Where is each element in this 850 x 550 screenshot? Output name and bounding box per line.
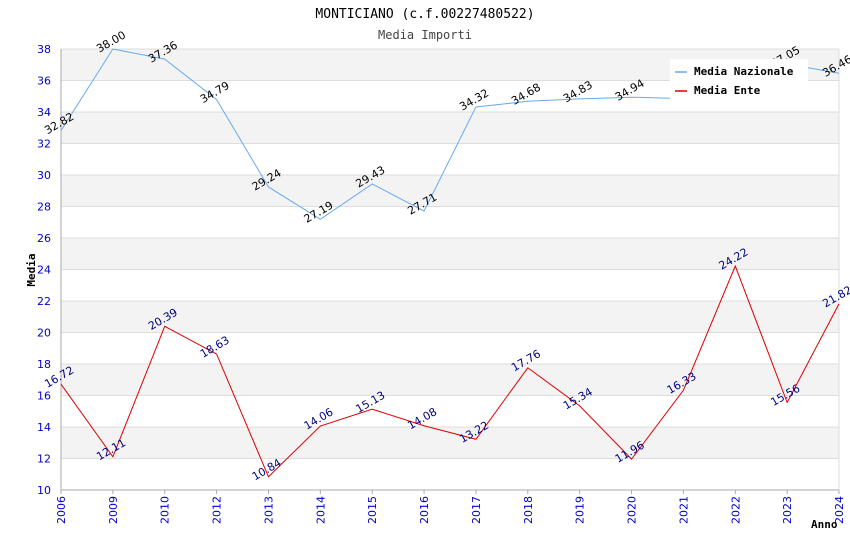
grid-band bbox=[61, 364, 839, 396]
x-tick-label: 2023 bbox=[781, 496, 794, 524]
x-axis: 2006 2009 2010 2012 2013 2014 2015 2016 2017 2018… bbox=[55, 489, 846, 524]
grid-band bbox=[61, 458, 839, 490]
x-tick-label: 2022 bbox=[729, 496, 742, 524]
x-tick-label: 2009 bbox=[107, 496, 120, 524]
y-tick-label: 32 bbox=[37, 138, 51, 151]
y-tick-label: 34 bbox=[37, 106, 51, 119]
grid-band bbox=[61, 112, 839, 144]
grid-band bbox=[61, 269, 839, 301]
x-tick-label: 2015 bbox=[366, 496, 379, 524]
x-tick-label: 2014 bbox=[314, 496, 327, 524]
y-tick-label: 20 bbox=[37, 327, 51, 340]
legend-label-ente: Media Ente bbox=[694, 84, 761, 97]
y-axis-label: Media bbox=[25, 253, 38, 286]
y-tick-label: 16 bbox=[37, 390, 51, 403]
x-tick-label: 2006 bbox=[55, 496, 68, 524]
chart-title: MONTICIANO (c.f.00227480522) bbox=[315, 7, 534, 22]
y-tick-label: 22 bbox=[37, 295, 51, 308]
x-tick-label: 2010 bbox=[159, 496, 172, 524]
x-axis-label: Anno bbox=[811, 518, 838, 531]
grid-band bbox=[61, 206, 839, 238]
x-tick-label: 2012 bbox=[211, 496, 224, 524]
x-tick-label: 2021 bbox=[677, 496, 690, 524]
x-tick-label: 2024 bbox=[833, 496, 846, 524]
y-tick-label: 38 bbox=[37, 43, 51, 56]
chart-subtitle: Media Importi bbox=[378, 28, 472, 42]
x-tick-label: 2016 bbox=[418, 496, 431, 524]
y-tick-label: 18 bbox=[37, 358, 51, 371]
x-tick-label: 2017 bbox=[470, 496, 483, 524]
series-line-ente bbox=[60, 264, 840, 478]
x-tick-label: 2019 bbox=[574, 496, 587, 524]
grid-band bbox=[61, 175, 839, 207]
y-tick-label: 26 bbox=[37, 232, 51, 245]
legend-label-nazionale: Media Nazionale bbox=[694, 65, 794, 78]
grid-bands bbox=[61, 48, 840, 491]
grid-band bbox=[61, 427, 839, 459]
grid-band bbox=[61, 395, 839, 427]
y-tick-label: 10 bbox=[37, 484, 51, 497]
x-tick-label: 2018 bbox=[522, 496, 535, 524]
x-tick-label: 2013 bbox=[262, 496, 275, 524]
y-tick-label: 30 bbox=[37, 169, 51, 182]
y-tick-label: 14 bbox=[37, 421, 51, 434]
legend-background bbox=[670, 59, 808, 101]
grid-band bbox=[61, 238, 839, 270]
legend: Media Nazionale Media Ente bbox=[670, 59, 808, 101]
y-tick-label: 12 bbox=[37, 453, 51, 466]
y-tick-label: 28 bbox=[37, 201, 51, 214]
grid-band bbox=[61, 332, 839, 364]
x-tick-label: 2020 bbox=[626, 496, 639, 524]
y-tick-label: 36 bbox=[37, 75, 51, 88]
y-tick-label: 24 bbox=[37, 264, 51, 277]
y-axis: 10 12 14 16 18 20 22 24 26 28 30 32 34 36 38 bbox=[37, 43, 62, 497]
